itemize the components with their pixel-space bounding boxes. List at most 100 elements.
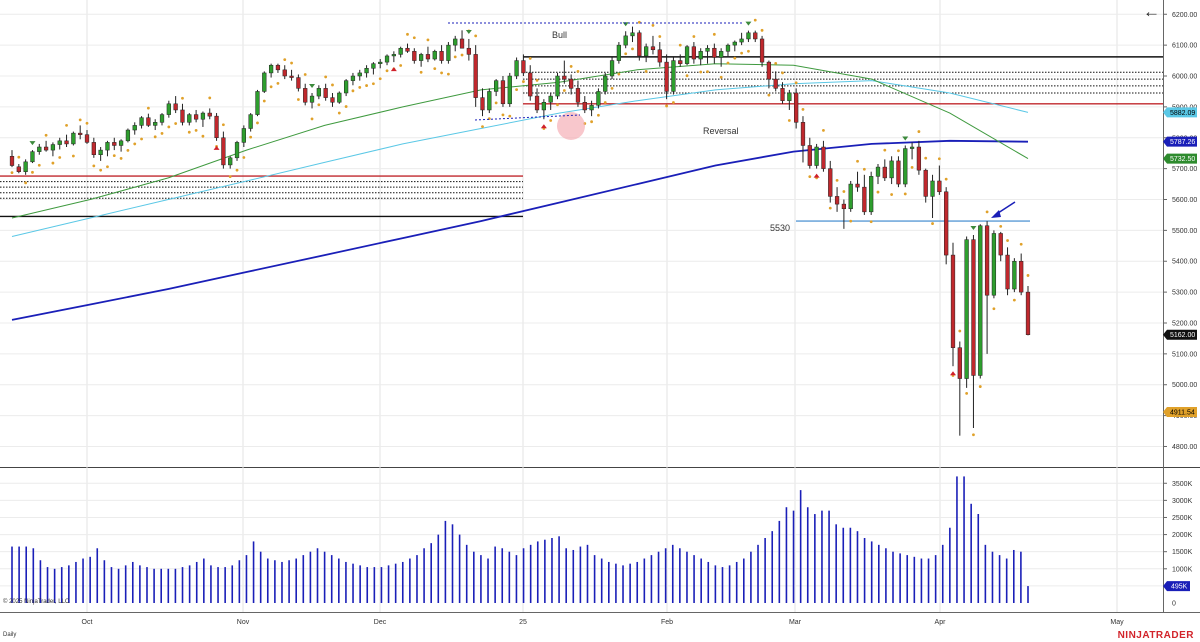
arrow-left-icon[interactable]: ← <box>1143 2 1160 21</box>
candle-body <box>603 75 608 92</box>
sar-dot <box>999 224 1003 228</box>
sar-dot <box>51 161 55 165</box>
sar-dot <box>460 53 464 57</box>
candle-body <box>1005 254 1010 290</box>
sar-dot <box>412 36 416 40</box>
sar-dot <box>910 165 914 169</box>
sar-dot <box>419 70 423 74</box>
sar-dot <box>835 178 839 182</box>
x-tick-label: Nov <box>237 619 250 626</box>
sar-dot <box>597 113 600 117</box>
sar-dot <box>556 103 559 107</box>
sar-dot <box>876 190 880 194</box>
sar-dot <box>106 165 109 169</box>
signal-down-triangle <box>465 29 472 34</box>
candle-body <box>1025 291 1031 335</box>
candle-body <box>575 88 581 103</box>
candle-body <box>746 32 751 40</box>
candle-body <box>494 80 499 92</box>
sar-dot <box>276 82 280 85</box>
sar-dot <box>262 99 266 103</box>
candle-body <box>16 166 21 172</box>
volume-tick-label: 3000K <box>1172 498 1193 505</box>
sar-dot <box>672 101 675 104</box>
candle-body <box>555 75 560 97</box>
signal-up-triangle <box>390 67 397 72</box>
sar-dot <box>644 69 648 73</box>
candle-body <box>521 60 526 74</box>
volume-zero-label: 0 <box>1172 601 1176 608</box>
candle-body <box>23 161 28 172</box>
candle-body <box>337 92 342 103</box>
candle-body <box>453 38 458 46</box>
candle-body <box>43 146 49 151</box>
candle-body <box>255 91 260 115</box>
y-tick-label: 4800.00 <box>1172 444 1197 451</box>
sar-dot <box>692 35 696 38</box>
sar-dot <box>733 56 737 60</box>
candle-body <box>405 47 410 52</box>
candle-body <box>637 32 642 57</box>
sar-dot <box>712 32 716 36</box>
candle-body <box>234 142 240 159</box>
sar-dot <box>678 43 682 47</box>
candle-body <box>1012 260 1017 290</box>
sar-dot <box>522 80 525 83</box>
candle-body <box>984 225 990 296</box>
sar-dot <box>903 192 907 196</box>
candle-body <box>569 78 574 89</box>
y-tick-label: 5300.00 <box>1172 290 1197 297</box>
sar-dot <box>351 89 355 93</box>
candle-body <box>282 69 287 77</box>
sar-dot <box>133 142 137 146</box>
sar-dot <box>365 84 368 87</box>
sar-dot <box>290 61 293 65</box>
sar-dot <box>862 167 866 171</box>
candle-body <box>173 103 178 111</box>
sar-dot <box>283 58 287 62</box>
candle-body <box>930 180 935 197</box>
candle-body <box>262 72 267 92</box>
x-tick-label: Mar <box>789 619 802 626</box>
sar-dot <box>801 107 805 111</box>
volume-tick-label: 2500K <box>1172 515 1193 522</box>
volume-tick-label: 2000K <box>1172 532 1193 539</box>
period-label: Daily <box>3 632 17 638</box>
candle-body <box>9 156 15 166</box>
candle-body <box>37 146 42 152</box>
sar-dot <box>603 101 607 104</box>
candle-body <box>759 38 765 63</box>
candle-body <box>855 183 860 188</box>
candle-body <box>705 47 710 52</box>
candle-body <box>364 68 369 74</box>
candle-body <box>834 196 840 205</box>
sar-dot <box>201 134 205 138</box>
candle-body <box>228 157 233 166</box>
candle-body <box>180 109 185 123</box>
sar-dot <box>842 190 846 193</box>
signal-down-triangle <box>745 21 752 26</box>
candle-body <box>146 117 151 126</box>
chart-annotation: 5530 <box>770 223 790 233</box>
y-tick-label: 6100.00 <box>1172 43 1197 50</box>
price-tag: 4911.54 <box>1163 407 1197 418</box>
sar-dot <box>706 70 709 74</box>
y-tick-label: 5000.00 <box>1172 382 1197 389</box>
sar-dot <box>1006 239 1009 242</box>
candle-body <box>991 233 997 296</box>
sar-dot <box>37 163 41 167</box>
sar-dot <box>433 67 437 70</box>
sar-dot <box>501 113 505 117</box>
price-tag: 5787.26 <box>1163 136 1197 147</box>
sar-dot <box>187 130 191 134</box>
candle-body <box>725 44 731 52</box>
candle-body <box>214 115 219 139</box>
candle-body <box>773 78 778 89</box>
volume-last-tag-label: 495K <box>1171 584 1188 591</box>
sar-dot <box>474 34 478 38</box>
candle-body <box>446 44 451 61</box>
sar-dot <box>99 168 103 172</box>
y-tick-label: 6000.00 <box>1172 74 1197 81</box>
brand-logo: NINJATRADER <box>1117 630 1194 641</box>
candle-body <box>869 176 874 213</box>
